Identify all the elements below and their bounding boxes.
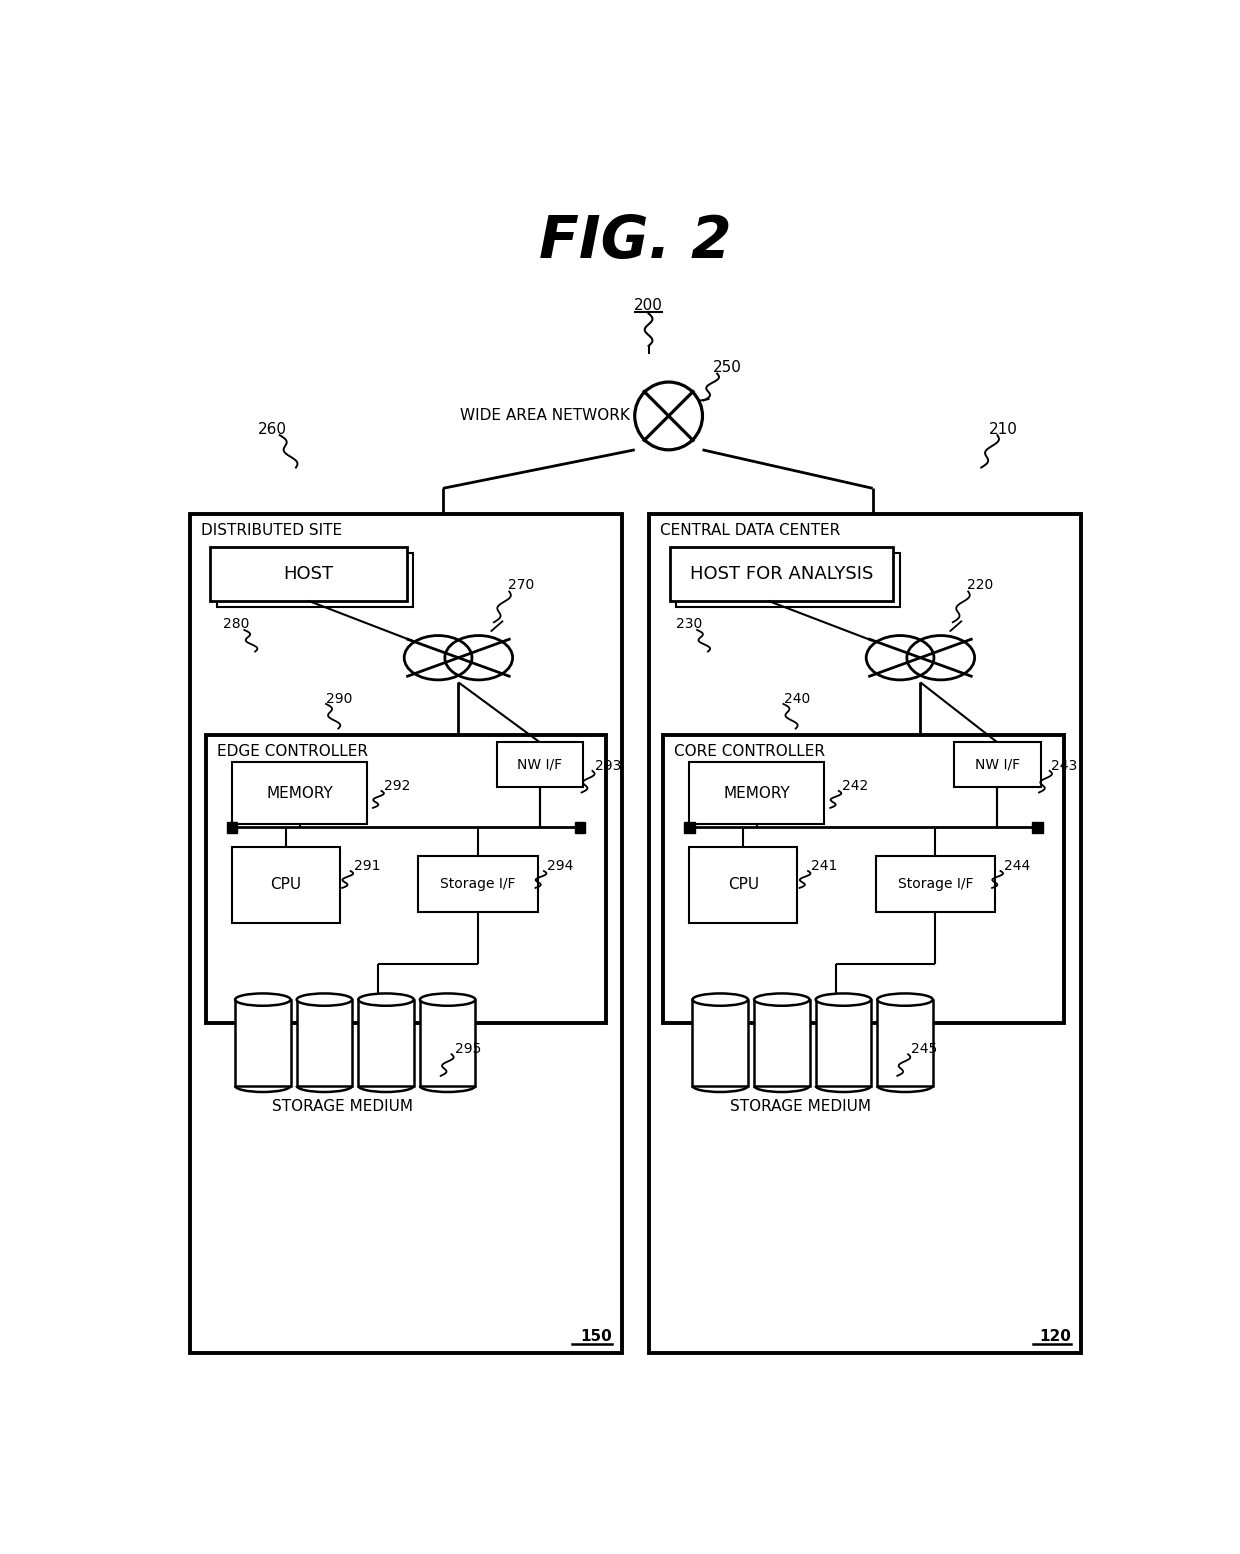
FancyBboxPatch shape xyxy=(227,822,237,833)
Text: CENTRAL DATA CENTER: CENTRAL DATA CENTER xyxy=(660,524,841,538)
Text: 292: 292 xyxy=(384,779,410,793)
FancyBboxPatch shape xyxy=(670,547,894,601)
Text: HOST FOR ANALYSIS: HOST FOR ANALYSIS xyxy=(691,564,873,583)
FancyBboxPatch shape xyxy=(650,514,1080,1354)
Text: 295: 295 xyxy=(455,1041,481,1055)
Text: 260: 260 xyxy=(258,421,286,437)
Text: DISTRIBUTED SITE: DISTRIBUTED SITE xyxy=(201,524,342,538)
FancyBboxPatch shape xyxy=(692,999,748,1086)
Text: STORAGE MEDIUM: STORAGE MEDIUM xyxy=(273,1099,413,1114)
FancyBboxPatch shape xyxy=(236,999,290,1086)
Ellipse shape xyxy=(692,993,748,1005)
FancyBboxPatch shape xyxy=(497,743,583,786)
FancyBboxPatch shape xyxy=(816,999,872,1086)
Text: WIDE AREA NETWORK: WIDE AREA NETWORK xyxy=(460,409,630,423)
Ellipse shape xyxy=(420,993,475,1005)
Text: NW I/F: NW I/F xyxy=(975,758,1021,772)
Text: CPU: CPU xyxy=(728,878,759,892)
Text: 120: 120 xyxy=(1039,1329,1071,1344)
Text: 243: 243 xyxy=(1052,758,1078,772)
Text: 280: 280 xyxy=(223,617,249,631)
Text: 210: 210 xyxy=(990,421,1018,437)
FancyBboxPatch shape xyxy=(232,847,340,923)
Text: STORAGE MEDIUM: STORAGE MEDIUM xyxy=(730,1099,870,1114)
FancyBboxPatch shape xyxy=(689,763,825,824)
Text: FIG. 2: FIG. 2 xyxy=(539,213,732,270)
Text: MEMORY: MEMORY xyxy=(267,786,332,800)
Ellipse shape xyxy=(296,993,352,1005)
FancyBboxPatch shape xyxy=(875,856,994,912)
Text: 150: 150 xyxy=(580,1329,613,1344)
Text: 250: 250 xyxy=(713,361,742,375)
Text: 291: 291 xyxy=(353,859,381,873)
Text: 293: 293 xyxy=(595,758,621,772)
Text: CPU: CPU xyxy=(270,878,301,892)
FancyBboxPatch shape xyxy=(574,822,585,833)
Text: EDGE CONTROLLER: EDGE CONTROLLER xyxy=(217,744,367,760)
FancyBboxPatch shape xyxy=(418,856,538,912)
Text: 270: 270 xyxy=(508,578,534,592)
Text: 230: 230 xyxy=(676,617,703,631)
FancyBboxPatch shape xyxy=(232,763,367,824)
FancyBboxPatch shape xyxy=(684,822,694,833)
FancyBboxPatch shape xyxy=(676,553,899,608)
FancyBboxPatch shape xyxy=(877,999,932,1086)
Text: NW I/F: NW I/F xyxy=(517,758,563,772)
FancyBboxPatch shape xyxy=(754,999,810,1086)
FancyBboxPatch shape xyxy=(689,847,797,923)
Ellipse shape xyxy=(236,993,290,1005)
Text: Storage I/F: Storage I/F xyxy=(440,876,516,890)
Text: MEMORY: MEMORY xyxy=(723,786,790,800)
Text: 245: 245 xyxy=(911,1041,937,1055)
Ellipse shape xyxy=(877,993,932,1005)
FancyBboxPatch shape xyxy=(296,999,352,1086)
Text: HOST: HOST xyxy=(284,564,334,583)
FancyBboxPatch shape xyxy=(358,999,414,1086)
Ellipse shape xyxy=(754,993,810,1005)
Text: 290: 290 xyxy=(326,692,352,706)
FancyBboxPatch shape xyxy=(420,999,475,1086)
FancyBboxPatch shape xyxy=(663,735,1064,1024)
Text: 241: 241 xyxy=(811,859,837,873)
FancyBboxPatch shape xyxy=(1032,822,1043,833)
Text: 200: 200 xyxy=(634,298,663,314)
FancyBboxPatch shape xyxy=(211,547,407,601)
FancyBboxPatch shape xyxy=(955,743,1040,786)
FancyBboxPatch shape xyxy=(217,553,413,608)
Text: 242: 242 xyxy=(842,779,868,793)
Ellipse shape xyxy=(816,993,872,1005)
Text: 220: 220 xyxy=(967,578,993,592)
Ellipse shape xyxy=(358,993,414,1005)
Text: 244: 244 xyxy=(1003,859,1029,873)
FancyBboxPatch shape xyxy=(206,735,606,1024)
Text: 240: 240 xyxy=(784,692,811,706)
Text: CORE CONTROLLER: CORE CONTROLLER xyxy=(675,744,825,760)
Text: 294: 294 xyxy=(547,859,573,873)
FancyBboxPatch shape xyxy=(191,514,621,1354)
Text: Storage I/F: Storage I/F xyxy=(898,876,973,890)
